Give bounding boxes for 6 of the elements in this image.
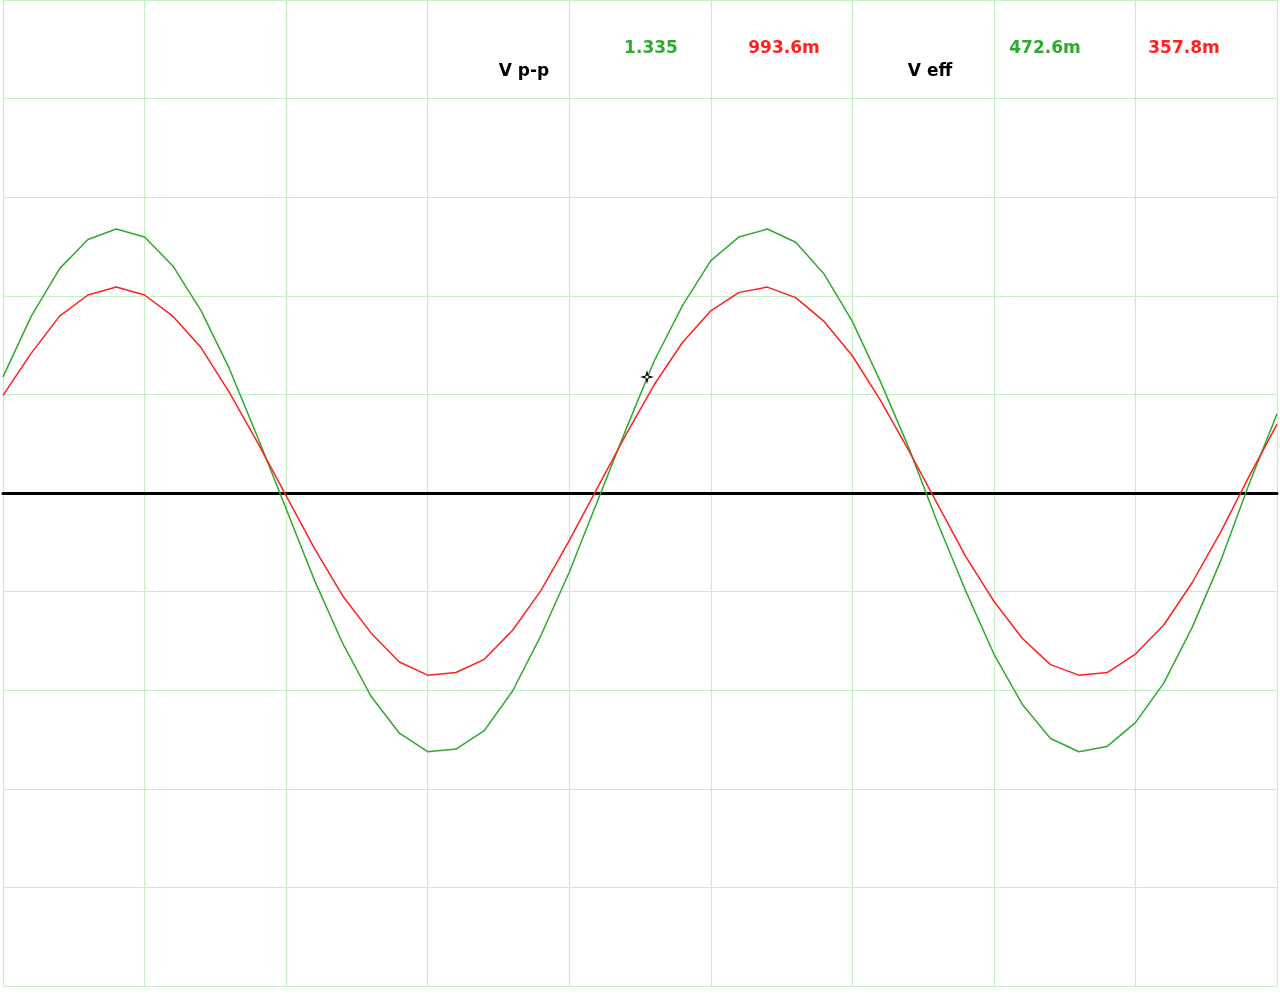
text: 357.8m xyxy=(1148,37,1220,57)
text: 993.6m xyxy=(748,37,820,57)
text: V eff xyxy=(907,60,953,80)
text: 1.335 xyxy=(624,37,678,57)
text: V p-p xyxy=(498,60,550,80)
text: 472.6m xyxy=(1009,37,1081,57)
